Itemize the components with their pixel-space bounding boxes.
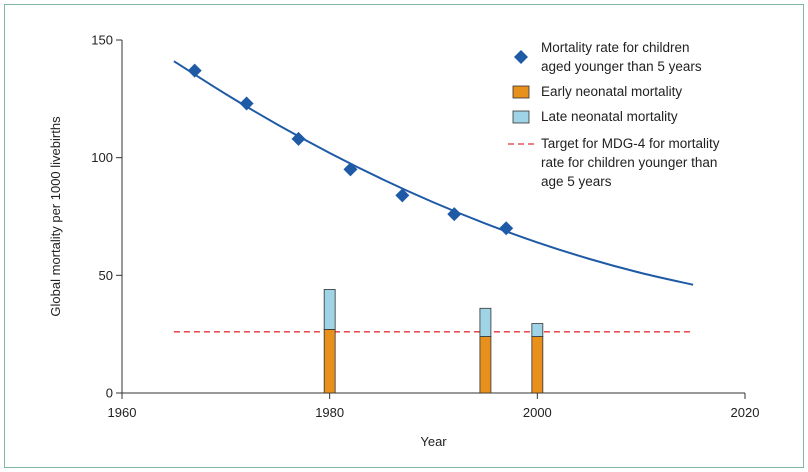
late-neonatal-bar [479,307,492,337]
under5-mortality-point [343,162,358,177]
chart-frame [4,4,804,468]
x-axis-title: Year [420,434,447,449]
late-neonatal-bar [531,323,544,337]
under5-mortality-point [291,131,306,146]
legend-late-swatch [512,110,530,124]
under5-mortality-point [499,221,514,236]
legend-marker-icon [514,50,528,64]
y-tick-label: 100 [91,150,113,165]
y-tick-label: 50 [99,268,113,283]
y-axis-title: Global mortality per 1000 livebirths [48,116,63,317]
legend-label: age 5 years [541,174,612,189]
y-tick-label: 0 [106,386,113,401]
legend-label: Early neonatal mortality [541,84,682,99]
legend-label: aged younger than 5 years [541,59,702,74]
x-tick-label: 1980 [315,405,344,420]
late-neonatal-bar [323,289,336,330]
early-neonatal-bar [479,336,492,394]
early-neonatal-bar [531,336,544,394]
legend-early-swatch [512,85,530,99]
legend-label: Late neonatal mortality [541,109,678,124]
legend-label: Mortality rate for children [541,40,690,55]
trend-curve [173,60,694,286]
x-tick-label: 1960 [108,405,137,420]
under5-mortality-point [187,63,202,78]
legend-label: rate for children younger than [541,155,717,170]
under5-mortality-point [239,96,254,111]
x-tick-label: 2000 [523,405,552,420]
under5-mortality-point [447,207,462,222]
y-tick-label: 150 [91,33,113,48]
early-neonatal-bar [323,329,336,394]
legend-label: Target for MDG-4 for mortality [541,136,720,151]
x-tick-label: 2020 [731,405,760,420]
under5-mortality-point [395,188,410,203]
